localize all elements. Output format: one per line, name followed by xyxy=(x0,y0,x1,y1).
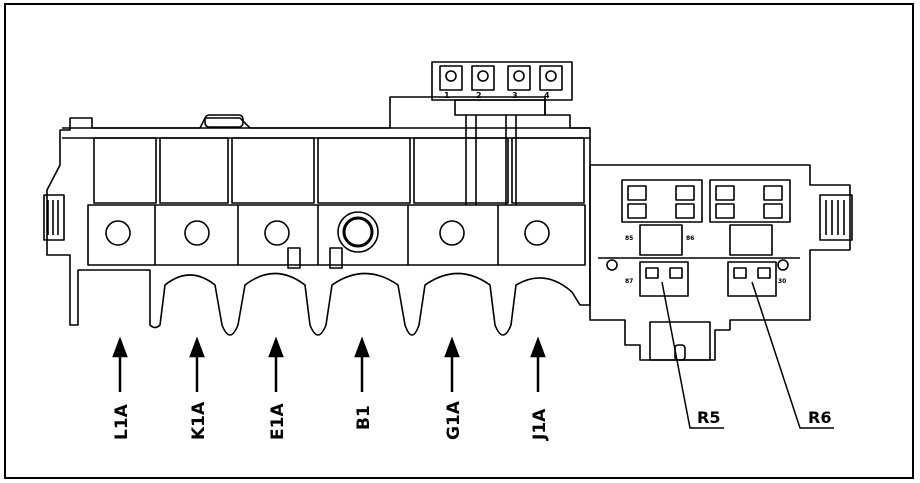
terminal-number-3: 3 xyxy=(512,91,518,100)
label-j1a: J1A xyxy=(530,408,550,441)
relay-r6-socket xyxy=(727,261,777,297)
fuse-hole-g1a xyxy=(439,220,465,246)
terminal-number-4: 4 xyxy=(544,91,550,100)
fuse-hole-k1a xyxy=(184,220,210,246)
terminal-number-1: 1 xyxy=(444,91,450,100)
label-l1a: L1A xyxy=(112,403,132,440)
label-e1a: E1A xyxy=(268,403,288,440)
relay-pin-87: 87 xyxy=(625,278,633,285)
fuse-hole-j1a xyxy=(524,220,550,246)
callout-r5: R5 xyxy=(697,408,720,427)
callout-leaders xyxy=(661,281,834,429)
relay-pin-30: 30 xyxy=(778,278,786,285)
terminal-number-2: 2 xyxy=(476,91,482,100)
label-b1: B1 xyxy=(354,405,374,430)
fuse-holes xyxy=(105,211,550,253)
relay-pin-86: 86 xyxy=(686,235,694,242)
relay-pin-85: 85 xyxy=(625,235,633,242)
fuse-hole-b1 xyxy=(337,211,379,253)
label-g1a: G1A xyxy=(444,400,464,440)
fuse-box-body xyxy=(43,61,591,336)
relay-block xyxy=(589,164,853,361)
diagram-border xyxy=(4,3,914,479)
callout-r6: R6 xyxy=(808,408,831,427)
fuse-hole-l1a xyxy=(105,220,131,246)
label-arrows xyxy=(112,336,546,392)
fuse-hole-e1a xyxy=(264,220,290,246)
label-k1a: K1A xyxy=(189,401,209,440)
